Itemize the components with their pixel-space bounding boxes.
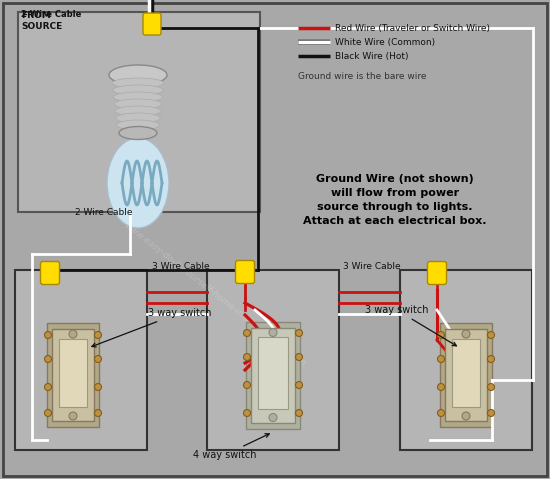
Circle shape [45, 410, 52, 417]
Circle shape [244, 381, 250, 388]
Circle shape [487, 384, 494, 390]
Circle shape [45, 355, 52, 363]
Text: Black Wire (Hot): Black Wire (Hot) [335, 52, 409, 60]
Text: 4 way switch: 4 way switch [193, 433, 270, 460]
Bar [400, 270, 532, 450]
Circle shape [437, 331, 444, 339]
Circle shape [437, 410, 444, 417]
Circle shape [45, 331, 52, 339]
Text: 3 way switch: 3 way switch [365, 305, 456, 346]
FancyBboxPatch shape [41, 262, 59, 285]
Text: Red Wire (Traveler or Switch Wire): Red Wire (Traveler or Switch Wire) [335, 23, 490, 33]
Circle shape [69, 412, 77, 420]
Ellipse shape [116, 113, 160, 123]
Circle shape [437, 384, 444, 390]
Ellipse shape [115, 106, 161, 116]
Circle shape [487, 355, 494, 363]
Circle shape [95, 331, 102, 339]
FancyBboxPatch shape [235, 261, 255, 284]
Circle shape [95, 384, 102, 390]
Ellipse shape [113, 85, 163, 95]
Circle shape [244, 410, 250, 417]
Ellipse shape [114, 99, 162, 109]
Circle shape [295, 354, 303, 361]
Circle shape [45, 384, 52, 390]
Bar [59, 339, 87, 407]
Bar [15, 270, 147, 450]
Circle shape [244, 354, 250, 361]
Circle shape [295, 410, 303, 417]
Circle shape [95, 355, 102, 363]
FancyBboxPatch shape [427, 262, 447, 285]
Text: 3 Wire Cable: 3 Wire Cable [152, 262, 210, 271]
Circle shape [462, 412, 470, 420]
Bar [445, 329, 487, 421]
Ellipse shape [109, 65, 167, 85]
Bar [251, 328, 295, 422]
Ellipse shape [113, 92, 162, 102]
Ellipse shape [112, 78, 164, 88]
Circle shape [295, 330, 303, 337]
Text: Ground Wire (not shown)
will flow from power
source through to lights.
Attach at: Ground Wire (not shown) will flow from p… [303, 174, 487, 226]
Text: FROM
SOURCE: FROM SOURCE [21, 11, 62, 31]
Bar [246, 321, 300, 429]
Text: 2 Wire Cable: 2 Wire Cable [75, 208, 133, 217]
Circle shape [269, 329, 277, 337]
Text: www.easy-do-it-yourself-home-improvements.com: www.easy-do-it-yourself-home-improvement… [123, 221, 307, 369]
FancyBboxPatch shape [143, 13, 161, 35]
Circle shape [69, 330, 77, 338]
Text: 3 Wire Cable: 3 Wire Cable [343, 262, 400, 271]
Circle shape [462, 330, 470, 338]
Bar [207, 270, 339, 450]
Circle shape [487, 331, 494, 339]
Ellipse shape [107, 138, 169, 228]
Bar [52, 329, 94, 421]
Text: 3 way switch: 3 way switch [92, 308, 212, 347]
Circle shape [295, 381, 303, 388]
Bar [18, 12, 260, 212]
Text: White Wire (Common): White Wire (Common) [335, 37, 435, 46]
Text: 2 Wire Cable: 2 Wire Cable [21, 10, 81, 19]
Circle shape [487, 410, 494, 417]
Ellipse shape [117, 120, 160, 130]
Bar [258, 337, 288, 409]
Text: Ground wire is the bare wire: Ground wire is the bare wire [298, 72, 426, 81]
Circle shape [244, 330, 250, 337]
Ellipse shape [119, 126, 157, 139]
Circle shape [269, 413, 277, 422]
Bar [47, 323, 99, 427]
Bar [452, 339, 480, 407]
Circle shape [437, 355, 444, 363]
Bar [440, 323, 492, 427]
Circle shape [95, 410, 102, 417]
